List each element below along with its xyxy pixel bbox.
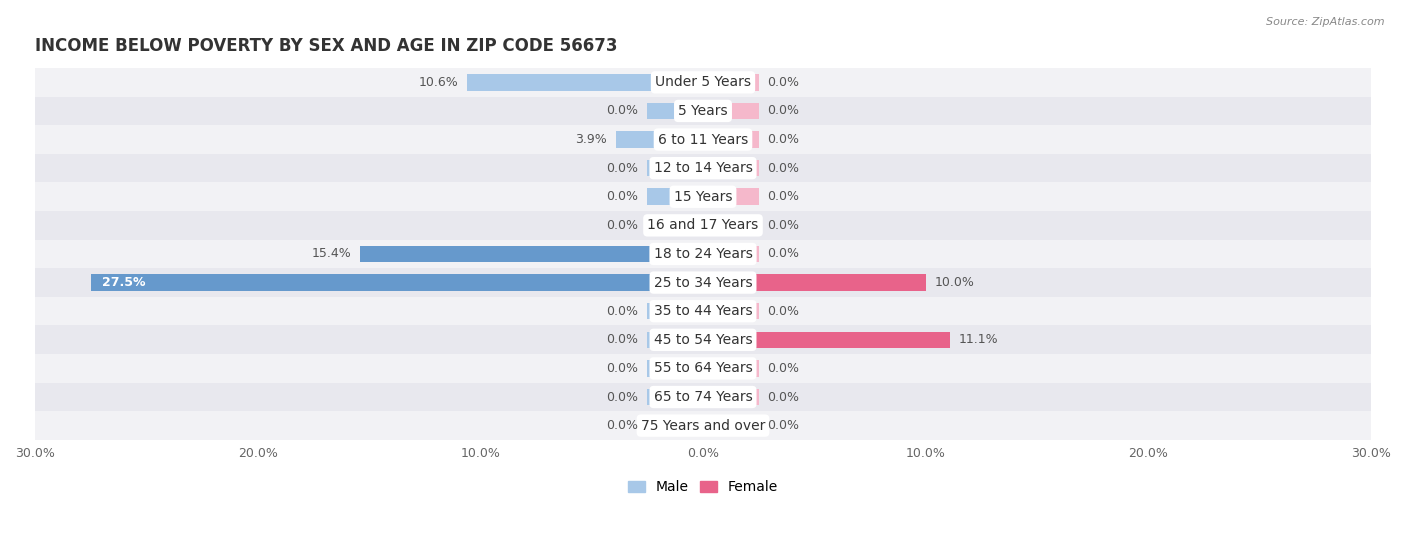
Bar (703, 389, 759, 405)
Text: 0.0%: 0.0% (768, 219, 800, 232)
Text: 0.0%: 0.0% (606, 162, 638, 174)
Bar (360, 246, 703, 262)
Text: 0.0%: 0.0% (768, 419, 800, 432)
Text: 3.9%: 3.9% (575, 133, 607, 146)
Text: 0.0%: 0.0% (606, 333, 638, 346)
Text: 65 to 74 Years: 65 to 74 Years (654, 390, 752, 404)
Bar (35, 240, 1371, 268)
Text: 10.6%: 10.6% (419, 76, 458, 89)
Text: 15 Years: 15 Years (673, 190, 733, 204)
Bar (35, 325, 1371, 354)
Bar (703, 188, 759, 205)
Bar (647, 418, 703, 434)
Text: 0.0%: 0.0% (606, 362, 638, 375)
Text: 45 to 54 Years: 45 to 54 Years (654, 333, 752, 347)
Text: 0.0%: 0.0% (768, 76, 800, 89)
Bar (467, 74, 703, 91)
Bar (703, 74, 759, 91)
Text: 0.0%: 0.0% (606, 219, 638, 232)
Bar (35, 268, 1371, 297)
Bar (647, 303, 703, 320)
Text: Under 5 Years: Under 5 Years (655, 75, 751, 89)
Text: 5 Years: 5 Years (678, 104, 728, 118)
Text: 0.0%: 0.0% (768, 105, 800, 117)
Bar (703, 217, 759, 234)
Bar (703, 303, 759, 320)
Text: Source: ZipAtlas.com: Source: ZipAtlas.com (1267, 17, 1385, 27)
Bar (703, 103, 759, 119)
Text: 6 to 11 Years: 6 to 11 Years (658, 132, 748, 146)
Text: 0.0%: 0.0% (606, 105, 638, 117)
Text: 75 Years and over: 75 Years and over (641, 419, 765, 433)
Text: 0.0%: 0.0% (768, 248, 800, 260)
Text: 55 to 64 Years: 55 to 64 Years (654, 362, 752, 376)
Text: 0.0%: 0.0% (606, 419, 638, 432)
Text: 0.0%: 0.0% (768, 190, 800, 203)
Text: 35 to 44 Years: 35 to 44 Years (654, 304, 752, 318)
Text: 11.1%: 11.1% (959, 333, 998, 346)
Text: 27.5%: 27.5% (101, 276, 145, 289)
Text: 0.0%: 0.0% (768, 362, 800, 375)
Text: 0.0%: 0.0% (768, 162, 800, 174)
Bar (35, 97, 1371, 125)
Text: 0.0%: 0.0% (768, 391, 800, 404)
Bar (35, 182, 1371, 211)
Bar (35, 125, 1371, 154)
Text: 0.0%: 0.0% (606, 190, 638, 203)
Bar (35, 154, 1371, 182)
Bar (647, 360, 703, 377)
Bar (35, 68, 1371, 97)
Text: 15.4%: 15.4% (311, 248, 352, 260)
Legend: Male, Female: Male, Female (623, 475, 783, 500)
Bar (703, 418, 759, 434)
Bar (647, 103, 703, 119)
Text: 0.0%: 0.0% (606, 305, 638, 318)
Bar (703, 331, 950, 348)
Bar (90, 274, 703, 291)
Text: INCOME BELOW POVERTY BY SEX AND AGE IN ZIP CODE 56673: INCOME BELOW POVERTY BY SEX AND AGE IN Z… (35, 37, 617, 55)
Bar (647, 188, 703, 205)
Bar (703, 274, 925, 291)
Bar (703, 131, 759, 148)
Bar (35, 297, 1371, 325)
Text: 25 to 34 Years: 25 to 34 Years (654, 276, 752, 290)
Bar (647, 331, 703, 348)
Bar (35, 354, 1371, 383)
Text: 10.0%: 10.0% (935, 276, 974, 289)
Text: 18 to 24 Years: 18 to 24 Years (654, 247, 752, 261)
Bar (35, 383, 1371, 411)
Bar (616, 131, 703, 148)
Bar (647, 160, 703, 177)
Bar (35, 211, 1371, 240)
Text: 0.0%: 0.0% (768, 305, 800, 318)
Text: 12 to 14 Years: 12 to 14 Years (654, 161, 752, 175)
Text: 0.0%: 0.0% (768, 133, 800, 146)
Bar (35, 411, 1371, 440)
Bar (647, 217, 703, 234)
Bar (647, 389, 703, 405)
Bar (703, 160, 759, 177)
Text: 16 and 17 Years: 16 and 17 Years (647, 219, 759, 233)
Text: 0.0%: 0.0% (606, 391, 638, 404)
Bar (703, 246, 759, 262)
Bar (703, 360, 759, 377)
